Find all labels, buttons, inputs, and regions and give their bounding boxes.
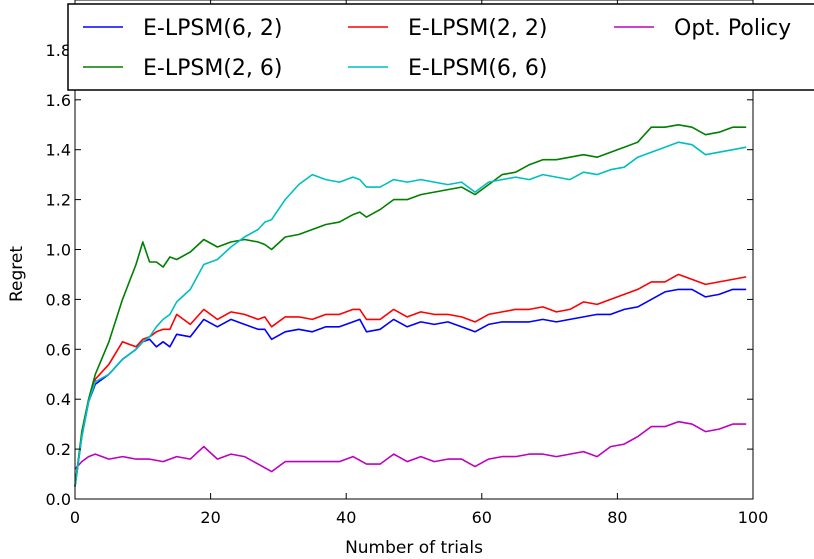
y-tick-label: 0.0 [46, 490, 71, 509]
x-tick-label: 80 [607, 508, 627, 527]
x-tick-label: 40 [336, 508, 356, 527]
legend-label: E-LPSM(2, 6) [143, 56, 282, 81]
legend-label: Opt. Policy [674, 16, 791, 41]
series-line-1 [75, 274, 746, 486]
series-layer [75, 125, 746, 487]
legend-label: E-LPSM(2, 2) [408, 16, 547, 41]
y-tick-label: 1.4 [46, 141, 71, 160]
legend-label: E-LPSM(6, 2) [143, 16, 282, 41]
y-tick-label: 0.8 [46, 290, 71, 309]
legend: E-LPSM(6, 2) E-LPSM(2, 2) Opt. Policy E-LPS… [68, 4, 814, 90]
legend-label: E-LPSM(6, 6) [408, 56, 547, 81]
series-line-3 [75, 125, 746, 487]
x-tick-label: 0 [70, 508, 80, 527]
y-tick-label: 0.6 [46, 340, 71, 359]
series-line-4 [75, 142, 746, 486]
y-tick-label: 1.6 [46, 91, 71, 110]
x-tick-label: 20 [200, 508, 220, 527]
x-tick-label: 60 [472, 508, 492, 527]
x-tick-label: 100 [738, 508, 769, 527]
y-tick-label: 1.2 [46, 191, 71, 210]
x-axis-label: Number of trials [345, 538, 483, 558]
y-tick-label: 1.8 [46, 41, 71, 60]
y-axis-label: Regret [7, 246, 27, 302]
y-tick-label: 0.4 [46, 390, 71, 409]
y-tick-label: 1.0 [46, 241, 71, 260]
y-tick-label: 0.2 [46, 440, 71, 459]
series-line-2 [75, 422, 746, 472]
